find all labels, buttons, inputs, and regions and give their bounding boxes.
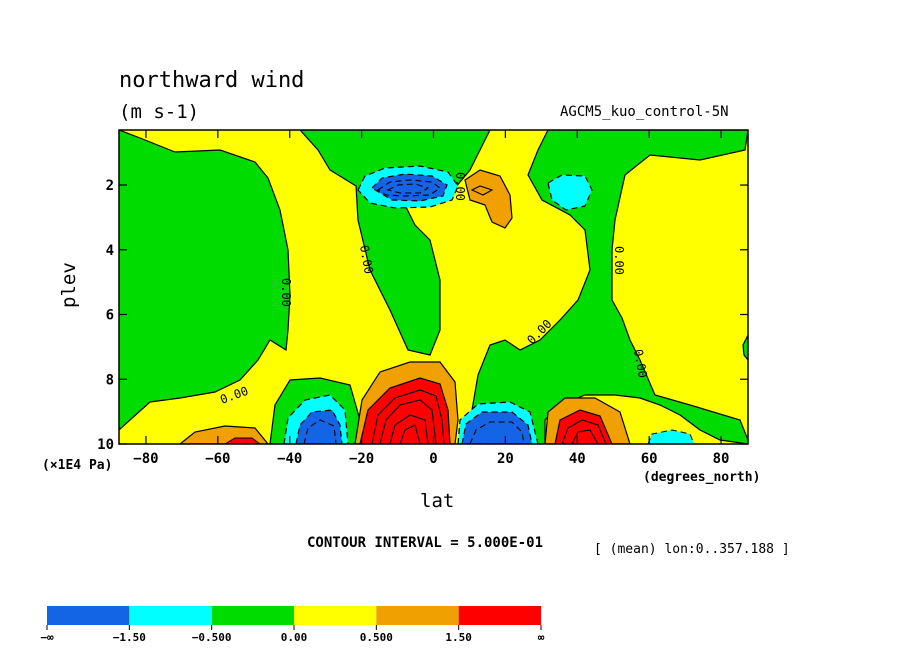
x-axis-unit: (degrees_north) [643,470,761,485]
contour-label: 0.00 [631,348,650,379]
colorbar-label: 0.00 [281,631,308,644]
colorbar-label: 0.500 [360,631,393,644]
y-tick-label: 8 [106,372,114,388]
region-blue-upper [371,173,448,202]
colorbar-label: −1.50 [113,631,146,644]
region-green-east [471,130,748,444]
colorbar-swatch [211,606,294,625]
x-tick-label: 20 [497,451,514,467]
colorbar-label: ∞ [538,631,545,644]
y-tick-label: 4 [106,243,114,259]
region-orange-upper [464,169,513,229]
contour-label: 0.00 [279,278,293,307]
contour-lines [303,179,607,444]
contour-label: 0.00 [453,172,467,201]
contour-fill-layer: 0.00 0.00 0.00 0.00 0.00 0.00 0.00 [119,130,748,444]
region-red-se [554,409,613,444]
region-green-west [119,130,291,431]
x-tick-label: 60 [641,451,658,467]
colorbar-swatch [294,606,377,625]
region-cyan-se [647,429,695,444]
x-tick-label: 0 [429,451,437,467]
region-cyan-ne [547,174,593,211]
y-axis-unit: (×1E4 Pa) [42,458,113,473]
x-tick-label: −80 [133,451,158,467]
chart-title: northward wind [119,68,305,93]
region-green-east-edge [742,334,748,361]
region-blue-s-center [461,411,533,444]
run-label: AGCM5_kuo_control-5N [560,104,729,120]
colorbar-swatch [458,606,541,625]
region-red-sw [224,437,261,444]
colorbar-swatch [129,606,212,625]
axes: −80 −60 −40 −20 0 20 40 60 80 2 4 6 8 10 [97,130,748,467]
colorbar: −∞ −1.50 −0.500 0.00 0.500 1.50 ∞ [40,606,545,644]
contour-interval: CONTOUR INTERVAL = 5.000E-01 [307,535,544,551]
y-tick-label: 10 [97,437,114,453]
x-tick-label: 80 [713,451,730,467]
colorbar-label: −∞ [40,631,54,644]
contour-labels: 0.00 0.00 0.00 0.00 0.00 0.00 0.00 [218,172,650,407]
x-tick-label: −60 [205,451,230,467]
region-blue-sw [295,409,343,444]
contour-label: 0.00 [357,244,376,275]
colorbar-swatch [376,606,459,625]
chart-units: (m s-1) [119,101,200,123]
colorbar-label: −0.500 [192,631,232,644]
contour-label: 0.00 [612,246,626,275]
colorbar-swatch [47,606,130,625]
y-tick-label: 2 [106,178,114,194]
mean-info: [ (mean) lon:0..357.188 ] [594,542,790,557]
x-axis-label: lat [420,490,455,512]
x-tick-label: −20 [349,451,374,467]
x-tick-label: −40 [277,451,302,467]
x-tick-label: 40 [569,451,586,467]
region-red-center [359,377,451,444]
y-tick-label: 6 [106,308,114,324]
colorbar-label: 1.50 [445,631,472,644]
